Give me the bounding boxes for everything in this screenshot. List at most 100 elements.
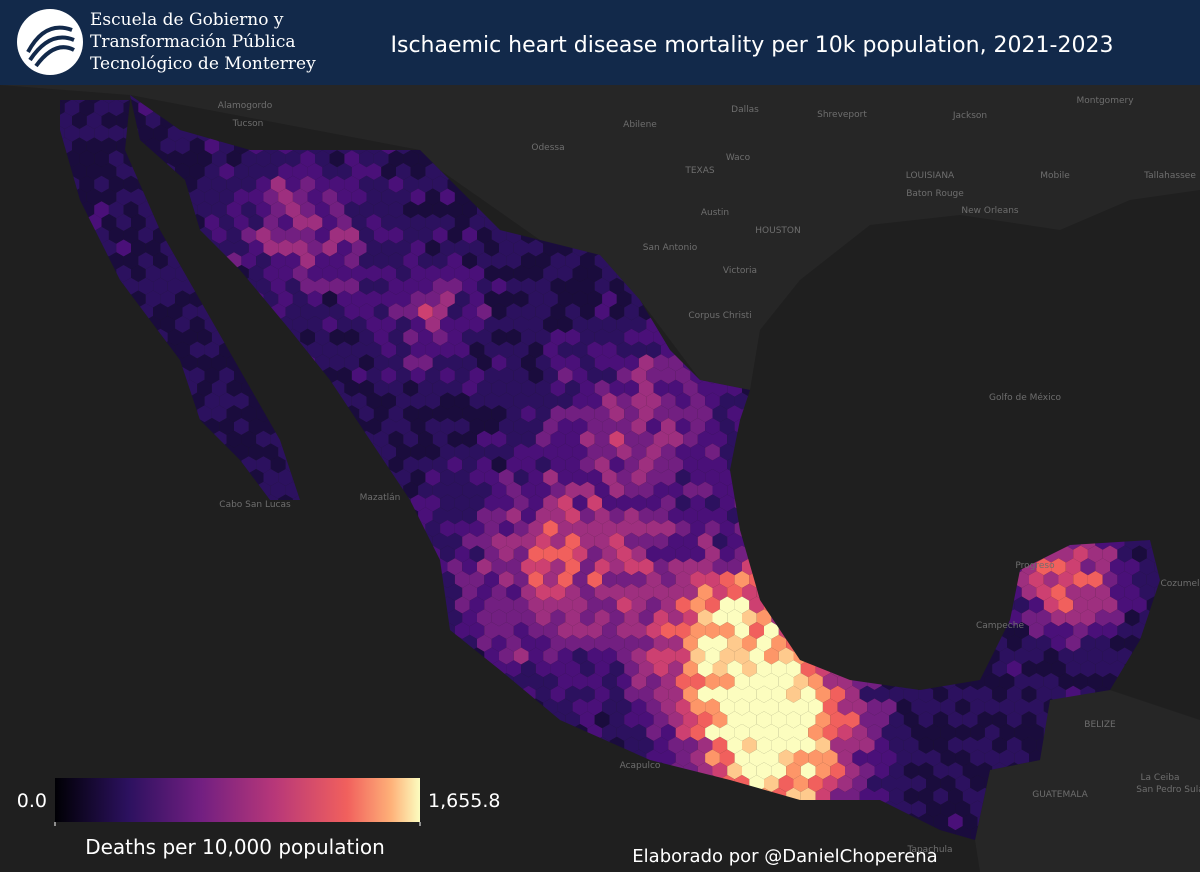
- hex: [822, 698, 838, 716]
- place-label: Alamogordo: [218, 101, 273, 111]
- hex: [197, 405, 212, 423]
- hex: [948, 762, 963, 780]
- hex: [1102, 571, 1118, 588]
- hex: [388, 354, 404, 372]
- place-label: Campeche: [976, 621, 1024, 631]
- hex: [270, 252, 286, 270]
- hex: [808, 673, 823, 690]
- hex: [359, 354, 374, 372]
- hex: [418, 456, 433, 474]
- hex: [719, 622, 735, 639]
- hex: [300, 277, 315, 295]
- hex: [329, 328, 345, 346]
- hex: [631, 520, 647, 537]
- hex: [918, 762, 934, 780]
- hex: [521, 558, 536, 576]
- hex: [889, 787, 904, 805]
- hex: [263, 163, 279, 180]
- hex: [315, 226, 330, 244]
- hex: [1058, 673, 1074, 690]
- hex: [528, 392, 544, 410]
- hex: [661, 571, 676, 588]
- hex: [918, 685, 934, 703]
- hex: [381, 214, 396, 231]
- hex: [307, 341, 323, 359]
- hex: [373, 354, 389, 372]
- hex: [381, 341, 396, 359]
- hex: [528, 647, 544, 665]
- hex: [528, 673, 544, 690]
- hex: [477, 354, 492, 372]
- place-label: Cozumel: [1160, 579, 1199, 589]
- hex: [145, 265, 161, 282]
- hex: [594, 507, 610, 525]
- hex: [1065, 609, 1081, 627]
- hex: [108, 150, 124, 168]
- hex: [690, 418, 706, 435]
- hex: [948, 685, 963, 703]
- hex: [454, 341, 470, 359]
- hex: [528, 265, 544, 282]
- hex: [167, 303, 183, 321]
- hex: [469, 469, 485, 486]
- hex: [749, 673, 764, 690]
- hex: [204, 214, 220, 231]
- hex: [477, 277, 492, 295]
- hex: [543, 673, 558, 690]
- hex: [403, 405, 419, 423]
- hex: [970, 724, 985, 741]
- hex: [234, 163, 249, 180]
- hex: [94, 124, 109, 142]
- hex: [528, 290, 544, 308]
- hex: [484, 367, 499, 384]
- hex: [506, 379, 522, 397]
- hex: [60, 112, 73, 129]
- hex: [653, 532, 669, 550]
- hex: [697, 456, 713, 474]
- hex: [933, 787, 949, 805]
- hex: [484, 265, 499, 282]
- hex: [764, 622, 779, 639]
- place-label: La Ceiba: [1141, 773, 1180, 783]
- hex: [727, 711, 742, 729]
- hex: [800, 762, 816, 780]
- hex: [874, 762, 890, 780]
- hex: [256, 175, 271, 193]
- hex: [1117, 622, 1133, 639]
- hex: [499, 316, 514, 333]
- hex: [1014, 647, 1029, 665]
- hex: [683, 430, 698, 448]
- hex: [116, 112, 131, 129]
- hex: [668, 685, 684, 703]
- hex: [484, 596, 499, 614]
- hex: [535, 303, 551, 321]
- hex: [572, 443, 588, 461]
- hex: [64, 124, 80, 142]
- hex: [661, 520, 676, 537]
- hex: [535, 685, 551, 703]
- hex: [690, 724, 706, 741]
- hex: [859, 736, 875, 754]
- hex: [440, 443, 455, 461]
- hex: [521, 507, 536, 525]
- hex: [337, 214, 352, 231]
- hex: [226, 150, 242, 168]
- hex: [609, 481, 625, 499]
- hex: [256, 201, 271, 219]
- hex: [359, 277, 374, 295]
- hex: [403, 201, 419, 219]
- hex: [79, 99, 95, 117]
- hex: [631, 418, 647, 435]
- hex: [653, 583, 669, 601]
- hex: [756, 634, 772, 652]
- hex: [940, 775, 956, 792]
- hex: [1110, 558, 1125, 576]
- hex: [638, 532, 654, 550]
- hex: [580, 685, 595, 703]
- place-label: Golfo de México: [989, 392, 1062, 403]
- hex: [462, 201, 477, 219]
- hex: [616, 494, 632, 512]
- hex: [484, 494, 499, 512]
- hex: [64, 99, 80, 117]
- place-label: BELIZE: [1084, 720, 1116, 730]
